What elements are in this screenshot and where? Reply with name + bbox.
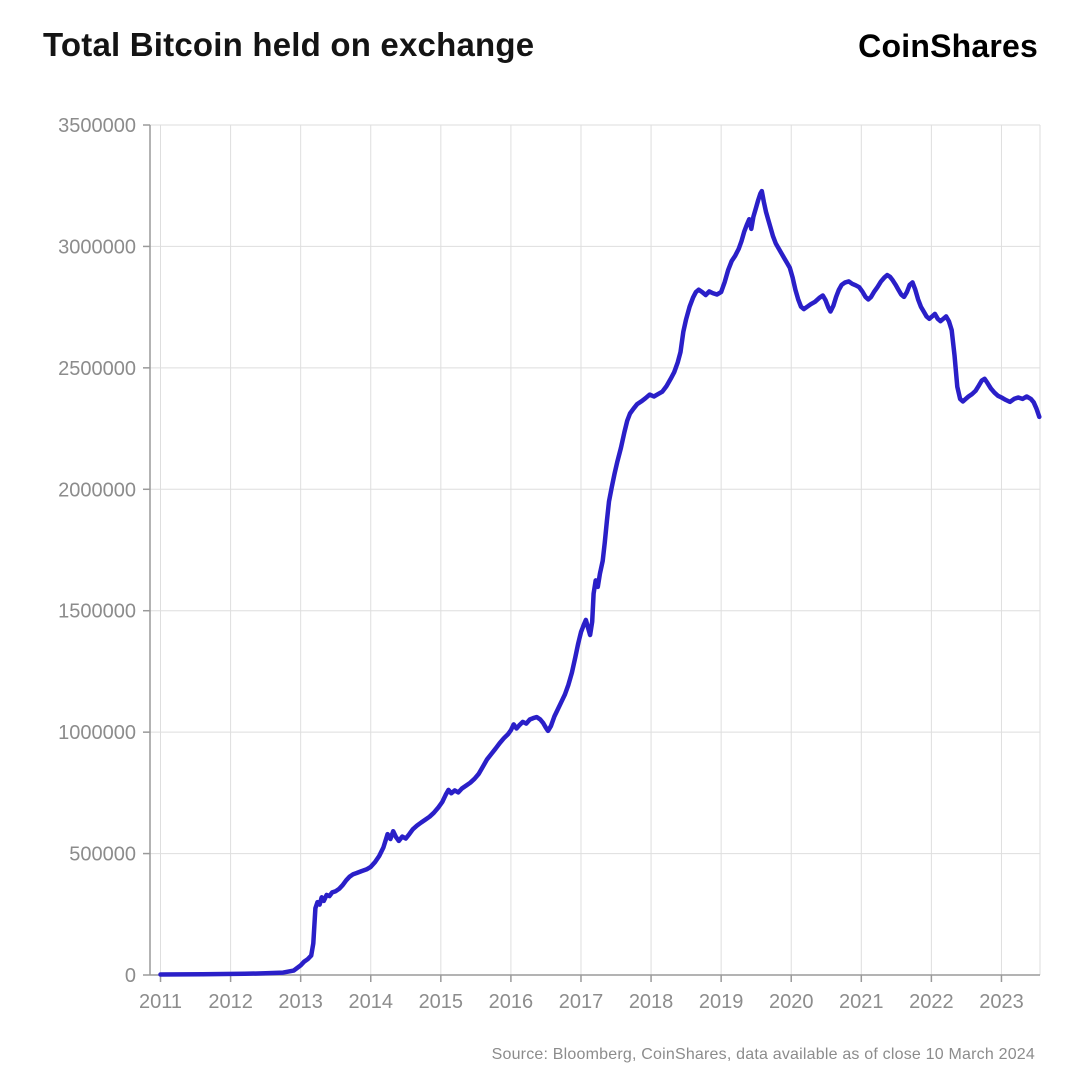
x-tick-label: 2012 — [208, 991, 253, 1013]
y-tick-label: 2500000 — [58, 358, 136, 380]
x-tick-label: 2015 — [419, 991, 464, 1013]
x-tick-label: 2021 — [839, 991, 884, 1013]
x-tick-label: 2018 — [629, 991, 674, 1013]
y-tick-label: 3000000 — [58, 236, 136, 258]
x-tick-label: 2013 — [278, 991, 323, 1013]
axes — [143, 124, 1040, 982]
x-axis-labels: 2011 2012 2013 2014 2015 2016 2017 2018 2019 2020… — [139, 991, 1024, 1013]
x-tick-label: 2022 — [909, 991, 954, 1013]
y-tick-label: 2000000 — [58, 479, 136, 501]
source-note: Source: Bloomberg, CoinShares, data avai… — [491, 1046, 1035, 1063]
y-tick-label: 500000 — [69, 844, 136, 866]
y-tick-label: 0 — [125, 965, 136, 987]
y-axis-labels: 0 500000 1000000 1500000 2000000 2500000 30000… — [58, 115, 136, 987]
y-tick-label: 1000000 — [58, 722, 136, 744]
y-tick-label: 3500000 — [58, 115, 136, 137]
x-tick-label: 2020 — [769, 991, 814, 1013]
x-tick-label: 2011 — [139, 991, 182, 1013]
y-tick-label: 1500000 — [58, 601, 136, 623]
coinshares-logo: CoinShares — [858, 28, 1038, 64]
gridlines — [150, 124, 1041, 976]
x-tick-label: 2019 — [699, 991, 744, 1013]
x-tick-label: 2014 — [348, 991, 393, 1013]
x-tick-label: 2017 — [559, 991, 604, 1013]
x-tick-label: 2016 — [489, 991, 534, 1013]
x-tick-label: 2023 — [979, 991, 1024, 1013]
page-title: Total Bitcoin held on exchange — [43, 26, 535, 63]
data-line — [158, 188, 1042, 977]
